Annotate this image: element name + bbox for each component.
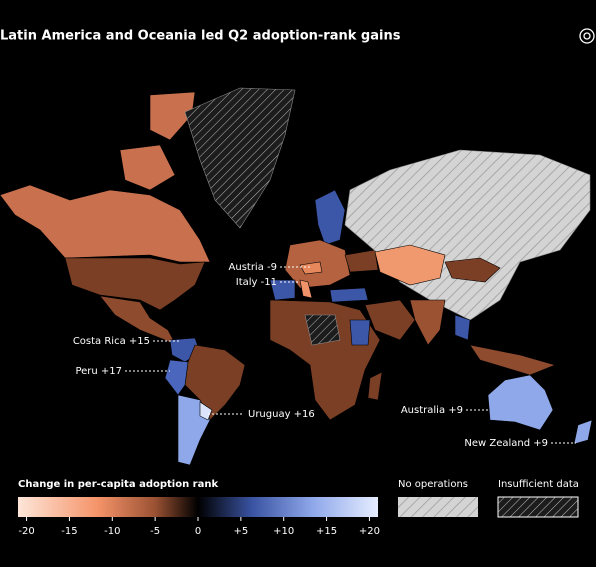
- tick-label: -10: [104, 526, 120, 537]
- country: [64, 257, 206, 311]
- annotation: Australia +9: [401, 405, 463, 416]
- insufficient-data-swatch: [497, 496, 579, 518]
- country: [573, 419, 593, 445]
- country: [299, 261, 323, 275]
- title: Latin America and Oceania led Q2 adoptio…: [0, 29, 401, 44]
- annotation: New Zealand +9: [464, 438, 548, 449]
- tick-label: 0: [195, 526, 201, 537]
- country: [199, 401, 213, 421]
- country: [329, 287, 369, 303]
- legend-label: No operations: [398, 479, 468, 490]
- country: [444, 257, 501, 283]
- no-operations-swatch: [398, 497, 478, 517]
- tick-label: -20: [18, 526, 34, 537]
- annotation: Italy -11: [236, 277, 277, 288]
- annotation: Uruguay +16: [248, 409, 315, 420]
- legend-label: Insufficient data: [498, 479, 579, 490]
- tick-label: +10: [273, 526, 294, 537]
- country: [469, 344, 556, 376]
- country: [487, 374, 554, 431]
- country: [364, 299, 416, 341]
- annotation: Peru +17: [75, 366, 122, 377]
- country: [164, 359, 189, 396]
- annotation: Austria -9: [229, 262, 277, 273]
- annotations: Austria -9 Italy -11 Costa Rica +15 Peru…: [73, 262, 576, 449]
- country: [454, 314, 471, 341]
- tick-label: -15: [61, 526, 77, 537]
- tick-label: +20: [359, 526, 380, 537]
- country: [344, 249, 379, 273]
- tick-label: +15: [316, 526, 337, 537]
- legend-title: Change in per-capita adoption rank: [18, 479, 218, 490]
- legend: Change in per-capita adoption rank No op…: [18, 479, 579, 537]
- country: [314, 189, 346, 246]
- no-data-region: [184, 87, 296, 229]
- country: [374, 244, 446, 286]
- tick-label: +5: [233, 526, 248, 537]
- country: [269, 279, 296, 301]
- country: [299, 279, 313, 299]
- tick-label: -5: [150, 526, 160, 537]
- logo: [579, 28, 595, 44]
- annotation: Costa Rica +15: [73, 336, 150, 347]
- color-scale: [18, 497, 378, 517]
- country: [119, 144, 176, 191]
- country: [367, 371, 383, 401]
- country: [149, 91, 196, 141]
- no-data-region: [304, 314, 341, 346]
- country: [409, 299, 446, 346]
- no-data-region: [344, 149, 591, 321]
- country: [0, 184, 211, 263]
- country: [349, 319, 371, 346]
- map: [0, 87, 593, 466]
